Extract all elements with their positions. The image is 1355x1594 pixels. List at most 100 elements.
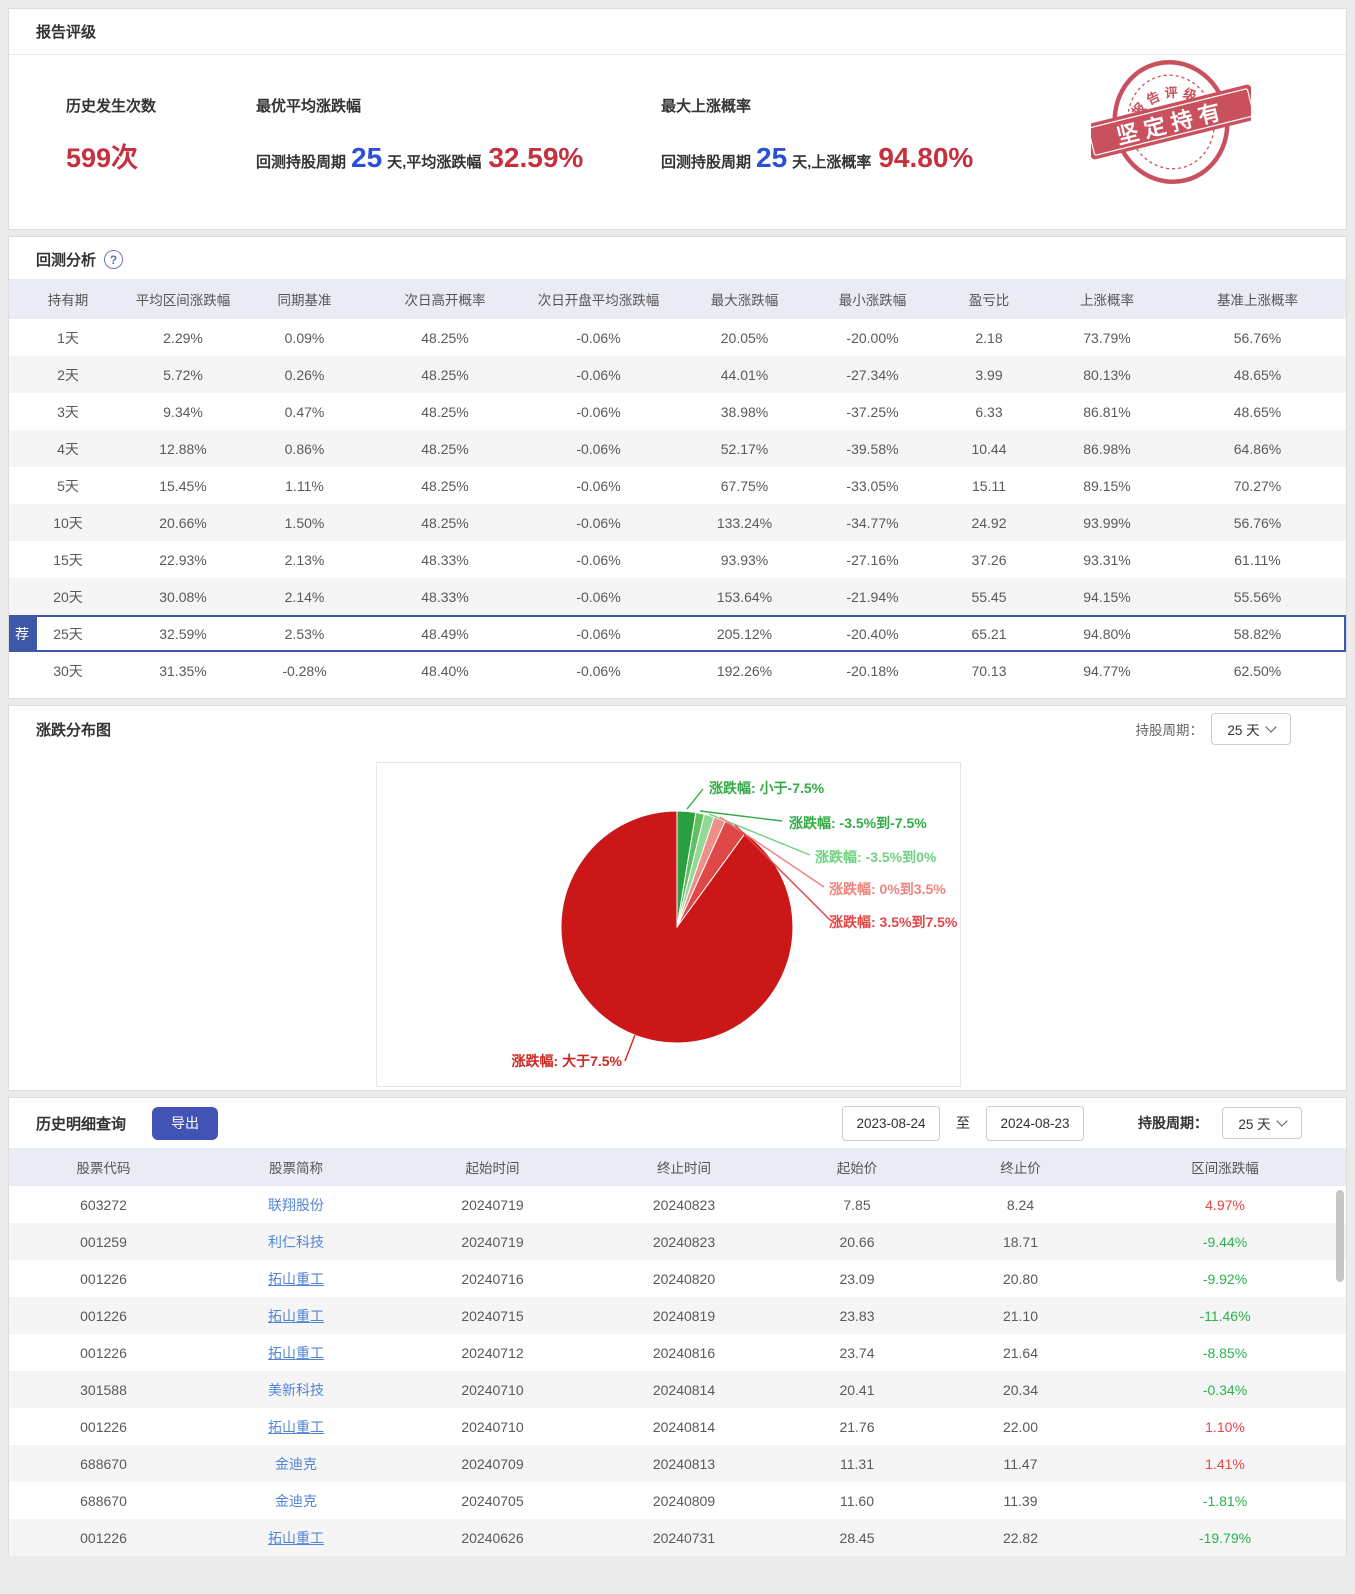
start-date: 20240716 (461, 1270, 524, 1287)
stat-max-prob-prefix: 回测持股周期 (661, 154, 752, 171)
pie-chart[interactable] (377, 763, 960, 1086)
backtest-row[interactable]: 1天 2.29% 0.09% 48.25% -0.06% 20.05% -20.00% 2.1… (9, 319, 1346, 356)
holding-period-select[interactable]: 25 天 (1211, 713, 1291, 745)
backtest-row[interactable]: 5天 15.45% 1.11% 48.25% -0.06% 67.75% -33.05% 15… (9, 467, 1346, 504)
pie-label: 涨跌幅: 0%到3.5% (829, 881, 946, 897)
backtest-row[interactable]: 15天 22.93% 2.13% 48.33% -0.06% 93.93% -27.16% 3… (9, 541, 1346, 578)
stat-max-prob-label: 最大上涨概率 (661, 98, 752, 115)
history-period-label: 持股周期： (1138, 1115, 1208, 1131)
start-date: 20240710 (461, 1381, 524, 1398)
distribution-chart-box: 涨跌幅: 小于-7.5% 涨跌幅: -3.5%到-7.5% 涨跌幅: -3.5%… (376, 762, 961, 1087)
end-date: 20240823 (652, 1233, 716, 1250)
table-cell: 2.53% (284, 625, 325, 642)
history-period-select[interactable]: 25 天 (1222, 1107, 1302, 1139)
stock-link-cell: 联翔股份 (198, 1186, 394, 1223)
table-cell: 64.86% (1233, 440, 1282, 457)
rating-card-header: 报告评级 (9, 9, 1346, 55)
table-cell: -0.06% (576, 477, 621, 494)
table-cell: 48.25% (421, 477, 469, 494)
stat-best-avg-value: 32.59% (488, 142, 584, 173)
pie-label: 涨跌幅: -3.5%到-7.5% (789, 815, 927, 831)
backtest-row[interactable]: 10天 20.66% 1.50% 48.25% -0.06% 133.24% -34.77%… (9, 504, 1346, 541)
stock-link[interactable]: 联翔股份 (268, 1196, 324, 1213)
change-value-cell: -9.44% (1104, 1223, 1346, 1260)
table-cell: 133.24% (716, 514, 773, 531)
stock-code: 001226 (80, 1270, 127, 1287)
end-date: 20240823 (652, 1196, 716, 1213)
end-date-input[interactable] (986, 1105, 1084, 1141)
distribution-card: 涨跌分布图 持股周期： 25 天 涨跌幅: 小于-7.5% 涨跌幅: -3.5%… (8, 705, 1347, 1091)
stock-link[interactable]: 利仁科技 (268, 1233, 324, 1250)
table-cell: -0.06% (576, 329, 621, 346)
column-header: 平均区间涨跌幅 (135, 293, 231, 308)
table-cell: -0.06% (576, 588, 621, 605)
change-value-cell: 1.10% (1104, 1408, 1346, 1445)
table-cell: -27.16% (846, 551, 899, 568)
table-cell: 2.18 (975, 329, 1003, 346)
stock-link[interactable]: 金迪克 (275, 1492, 317, 1509)
chevron-down-icon (1264, 721, 1277, 733)
stock-link[interactable]: 美新科技 (268, 1381, 324, 1398)
history-table-body: 603272 联翔股份 20240719 20240823 7.85 8.24 4.97% 0… (9, 1186, 1346, 1556)
stock-link[interactable]: 拓山重工 (268, 1270, 324, 1287)
column-header: 起始时间 (465, 1161, 520, 1176)
chevron-down-icon (1275, 1115, 1288, 1127)
table-cell: 93.93% (720, 551, 769, 568)
table-cell: 15.11 (972, 477, 1006, 494)
rating-title: 报告评级 (36, 24, 97, 41)
backtest-row[interactable]: 3天 9.34% 0.47% 48.25% -0.06% 38.98% -37.25% 6.3… (9, 393, 1346, 430)
change-value-cell: 4.97% (1104, 1186, 1346, 1223)
scrollbar-thumb[interactable] (1336, 1190, 1344, 1282)
stock-link[interactable]: 拓山重工 (268, 1307, 324, 1324)
start-price: 11.60 (840, 1492, 874, 1509)
column-header: 终止价 (1000, 1161, 1041, 1176)
stock-link-cell: 拓山重工 (198, 1519, 394, 1556)
table-cell: 6.33 (975, 403, 1003, 420)
table-cell: -27.34% (846, 366, 899, 383)
column-header: 同期基准 (277, 293, 332, 308)
stock-link[interactable]: 拓山重工 (268, 1418, 324, 1435)
holding-period-value: 25 天 (1227, 723, 1260, 738)
table-cell: 1天 (57, 329, 79, 346)
column-header: 持有期 (47, 293, 89, 308)
stock-link[interactable]: 金迪克 (275, 1455, 317, 1472)
end-price: 11.47 (1003, 1455, 1038, 1472)
stat-best-avg-days: 25 (351, 142, 383, 173)
stat-max-prob-mid: 天,上涨概率 (792, 154, 872, 171)
table-cell: 67.75% (720, 477, 769, 494)
start-price: 23.09 (839, 1270, 875, 1287)
end-price: 22.82 (1002, 1529, 1039, 1546)
table-cell: 48.33% (421, 588, 469, 605)
backtest-row[interactable]: 30天 31.35% -0.28% 48.40% -0.06% 192.26% -20.18… (9, 652, 1346, 689)
rating-card: 报告评级 历史发生次数 599次 最优平均涨跌幅 回测持股周期 25 天,平均涨… (8, 8, 1347, 230)
table-cell: 15.45% (159, 477, 207, 494)
column-header: 区间涨跌幅 (1191, 1161, 1259, 1176)
help-icon[interactable]: ? (104, 250, 124, 269)
stock-link[interactable]: 拓山重工 (268, 1344, 324, 1361)
end-date: 20240816 (652, 1344, 716, 1361)
table-cell: 48.25% (421, 440, 469, 457)
table-cell: 37.26 (971, 551, 1007, 568)
backtest-row[interactable]: 2天 5.72% 0.26% 48.25% -0.06% 44.01% -27.34% 3.9… (9, 356, 1346, 393)
start-date: 20240719 (461, 1196, 524, 1213)
backtest-row-recommended[interactable]: 荐 25天 32.59% 2.53% 48.49% -0.06% 205.12% -20.40… (9, 615, 1346, 652)
table-cell: 61.11% (1234, 551, 1281, 568)
stock-link[interactable]: 拓山重工 (268, 1529, 324, 1546)
export-button[interactable]: 导出 (152, 1106, 219, 1140)
pie-slice[interactable] (560, 810, 794, 1044)
stock-link-cell: 拓山重工 (198, 1297, 394, 1334)
backtest-row[interactable]: 20天 30.08% 2.14% 48.33% -0.06% 153.64% -21.94%… (9, 578, 1346, 615)
recommend-badge: 荐 (9, 615, 35, 652)
end-date: 20240814 (652, 1381, 716, 1398)
backtest-row[interactable]: 4天 12.88% 0.86% 48.25% -0.06% 52.17% -39.58% 10… (9, 430, 1346, 467)
column-header: 最小涨跌幅 (838, 293, 907, 308)
table-cell: 94.15% (1083, 588, 1131, 605)
table-cell: 48.25% (421, 514, 469, 531)
start-date-input[interactable] (842, 1105, 940, 1141)
column-header: 起始价 (836, 1161, 878, 1176)
table-cell: 48.49% (421, 625, 469, 642)
table-cell: 65.21 (971, 625, 1007, 642)
table-cell: -0.06% (576, 440, 621, 457)
start-date: 20240712 (461, 1344, 524, 1361)
